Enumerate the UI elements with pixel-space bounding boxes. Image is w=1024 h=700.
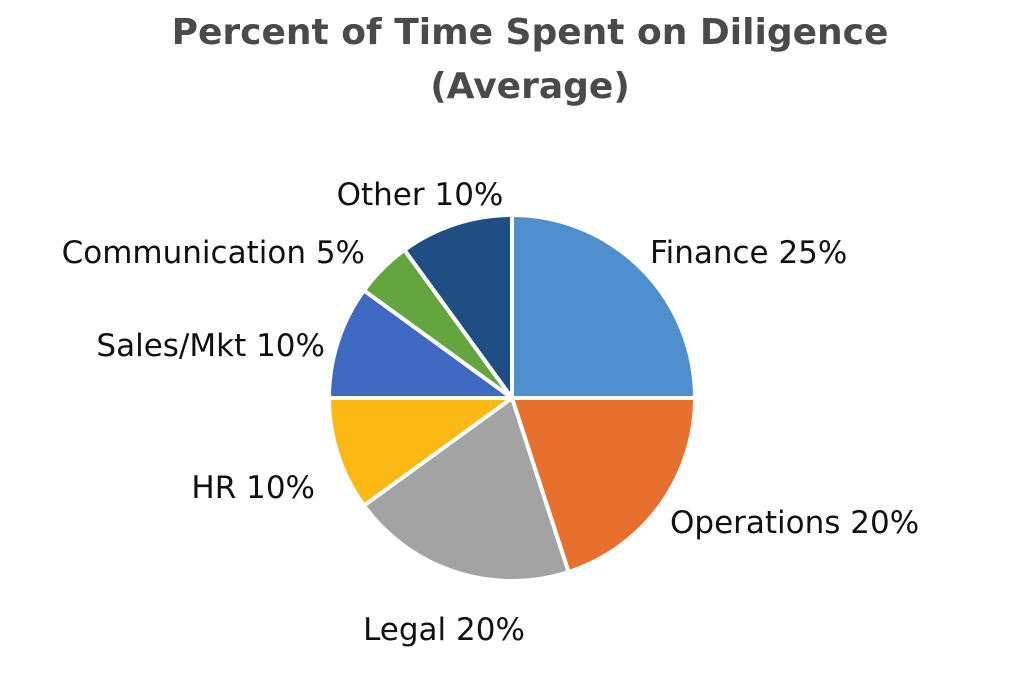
slice-label-5: Communication 5% <box>62 235 365 271</box>
slice-label-4: Sales/Mkt 10% <box>96 328 325 364</box>
chart-title: Percent of Time Spent on Diligence <box>171 12 889 53</box>
pie-slice-1 <box>510 396 697 575</box>
slice-label-3: HR 10% <box>191 470 315 506</box>
pie-slice-2 <box>361 396 571 583</box>
pie-slice-4 <box>327 288 514 400</box>
chart-title-block: Percent of Time Spent on Diligence (Aver… <box>0 6 1024 114</box>
chart-subtitle: (Average) <box>430 66 630 107</box>
slice-label-2: Legal 20% <box>363 612 525 648</box>
slice-label-0: Finance 25% <box>650 235 847 271</box>
pie-slice-3 <box>327 396 514 508</box>
pie-slice-6 <box>402 213 514 400</box>
pie-slice-0 <box>510 213 697 400</box>
slice-label-1: Operations 20% <box>670 505 919 541</box>
slice-label-6: Other 10% <box>337 177 504 213</box>
